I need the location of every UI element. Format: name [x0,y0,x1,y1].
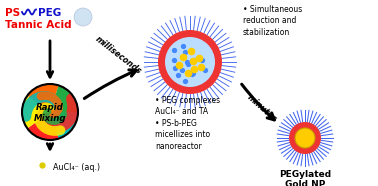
Text: milliseconds: milliseconds [93,34,143,76]
Text: PEG: PEG [38,8,61,18]
Wedge shape [50,85,78,112]
Wedge shape [50,112,78,139]
Wedge shape [27,112,59,140]
Text: PEGylated
Gold NP: PEGylated Gold NP [279,170,331,186]
Text: AuCl₄⁻ (aq.): AuCl₄⁻ (aq.) [53,163,100,172]
Wedge shape [22,96,50,129]
Text: Tannic Acid: Tannic Acid [5,20,71,30]
Wedge shape [27,84,59,112]
Circle shape [165,37,215,87]
Circle shape [22,84,78,140]
Text: • PEG complexes
AuCl₄⁻ and TA
• PS-b-PEG
micellizes into
nanoreactor: • PEG complexes AuCl₄⁻ and TA • PS-b-PEG… [155,96,220,151]
Circle shape [74,8,92,26]
Circle shape [158,30,222,94]
Text: Rapid
Mixing: Rapid Mixing [34,103,66,123]
Text: minutes: minutes [245,92,279,124]
Circle shape [289,122,321,154]
Circle shape [295,128,315,148]
Text: PS: PS [5,8,20,18]
Text: • Simultaneous
reduction and
stabilization: • Simultaneous reduction and stabilizati… [243,5,302,37]
